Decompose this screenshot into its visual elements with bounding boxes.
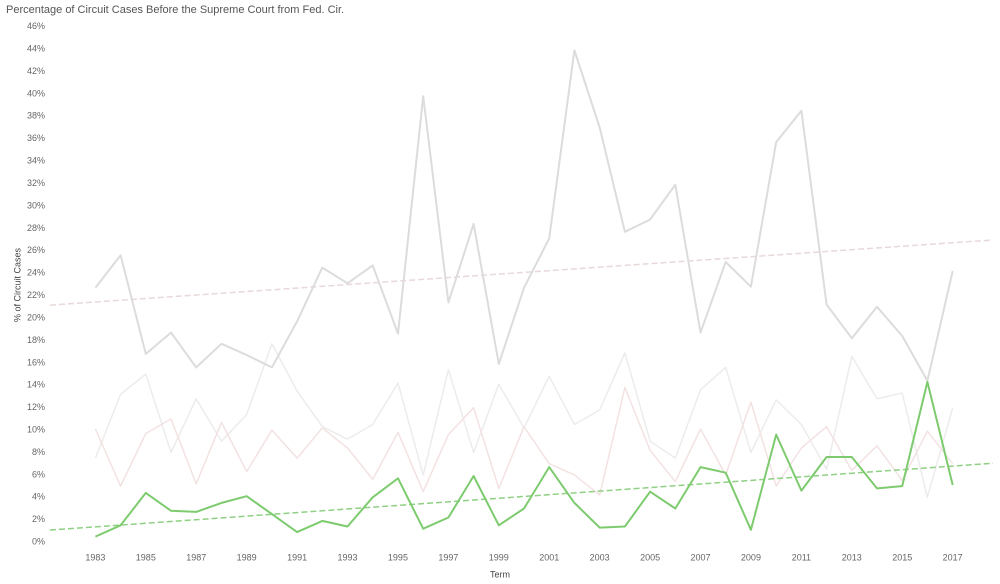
x-axis-title: Term xyxy=(490,569,510,579)
x-tick-label: 1987 xyxy=(186,552,206,562)
y-tick-label: 28% xyxy=(27,223,45,233)
trend-line xyxy=(49,239,994,306)
y-tick-label: 32% xyxy=(27,178,45,188)
y-axis-title: % of Circuit Cases xyxy=(12,247,22,322)
series-line xyxy=(94,380,954,538)
y-tick-label: 12% xyxy=(27,402,45,412)
x-tick-label: 2011 xyxy=(792,552,811,562)
x-tick-label: 2009 xyxy=(741,552,761,562)
x-tick-label: 1997 xyxy=(438,552,458,562)
x-tick-label: 1989 xyxy=(237,552,257,562)
y-tick-label: 38% xyxy=(27,111,45,121)
x-tick-label: 2007 xyxy=(691,552,711,562)
y-tick-label: 18% xyxy=(27,335,45,345)
x-tick-label: 1993 xyxy=(338,552,358,562)
x-tick-label: 2017 xyxy=(943,552,963,562)
y-tick-label: 0% xyxy=(32,537,45,547)
x-tick-label: 1983 xyxy=(85,552,105,562)
y-tick-label: 20% xyxy=(27,312,45,322)
chart-title: Percentage of Circuit Cases Before the S… xyxy=(6,4,344,16)
x-tick-label: 2015 xyxy=(892,552,912,562)
y-tick-label: 8% xyxy=(32,447,45,457)
y-tick-label: 46% xyxy=(27,21,45,31)
x-tick-label: 1991 xyxy=(287,552,307,562)
y-tick-label: 24% xyxy=(27,268,45,278)
y-tick-label: 40% xyxy=(27,88,45,98)
x-tick-label: 2001 xyxy=(539,552,559,562)
y-tick-label: 36% xyxy=(27,133,45,143)
y-tick-label: 14% xyxy=(27,380,45,390)
y-tick-label: 22% xyxy=(27,290,45,300)
trend-line xyxy=(49,462,994,531)
x-tick-label: 2013 xyxy=(842,552,862,562)
y-tick-label: 30% xyxy=(27,200,45,210)
y-tick-label: 44% xyxy=(27,44,45,54)
x-tick-label: 1999 xyxy=(489,552,509,562)
y-tick-label: 4% xyxy=(32,492,45,502)
series-line xyxy=(94,386,954,496)
y-tick-label: 34% xyxy=(27,156,45,166)
x-tick-label: 2005 xyxy=(640,552,660,562)
y-tick-label: 2% xyxy=(32,514,45,524)
y-tick-label: 10% xyxy=(27,424,45,434)
y-tick-label: 6% xyxy=(32,469,45,479)
y-tick-label: 16% xyxy=(27,357,45,367)
x-tick-label: 2003 xyxy=(590,552,610,562)
y-tick-label: 26% xyxy=(27,245,45,255)
x-tick-label: 1995 xyxy=(388,552,408,562)
y-tick-label: 42% xyxy=(27,66,45,76)
series-line xyxy=(94,49,954,382)
x-tick-label: 1985 xyxy=(136,552,156,562)
series-line xyxy=(94,343,954,499)
